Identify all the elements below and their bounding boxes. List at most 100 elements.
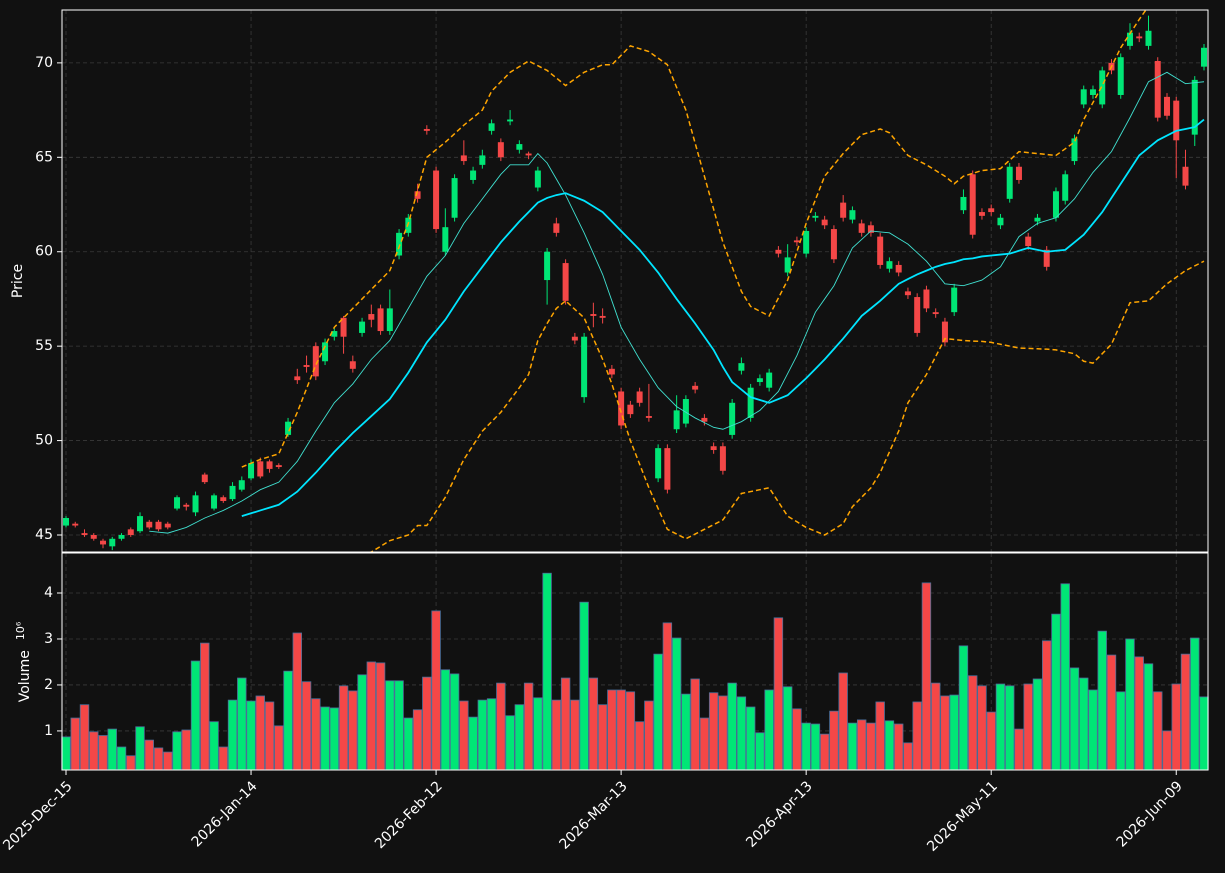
candle-body: [951, 287, 958, 313]
volume-bar: [209, 721, 219, 771]
candle-body: [423, 128, 430, 131]
candle-body: [257, 461, 264, 477]
candle-body: [340, 317, 347, 337]
volume-bar: [385, 680, 395, 771]
volume-bar: [403, 717, 414, 771]
candle-body: [562, 263, 569, 301]
candle-body: [1071, 138, 1078, 162]
candle-body: [534, 170, 541, 188]
candle-body: [63, 518, 69, 526]
volume-bar: [930, 682, 941, 771]
volume-bar: [218, 746, 228, 771]
volume-bar: [190, 660, 201, 771]
candle-body: [1117, 57, 1124, 95]
candle-body: [1099, 70, 1106, 105]
volume-bar: [144, 739, 154, 771]
volume-bar: [1069, 667, 1080, 771]
candle-body: [655, 448, 662, 479]
volume-bar: [200, 642, 210, 771]
volume-bar: [98, 735, 108, 771]
volume-bar: [311, 698, 321, 771]
candle-body: [507, 119, 514, 122]
candle-body: [941, 321, 948, 343]
volume-bar: [792, 708, 802, 771]
volume-bar: [1134, 656, 1144, 771]
volume-bar: [496, 682, 506, 771]
candle-body: [682, 399, 689, 424]
candle-body: [1173, 100, 1180, 141]
volume-bar: [949, 694, 959, 771]
candle-body: [137, 516, 144, 532]
candle-body: [1089, 89, 1096, 95]
volume-bar: [1005, 685, 1015, 771]
candle-body: [488, 123, 495, 131]
volume-bar: [755, 732, 765, 771]
candle-body: [238, 480, 245, 490]
candle-body: [442, 227, 449, 252]
volume-bar: [348, 690, 358, 771]
candle-body: [368, 314, 375, 320]
candle-body: [497, 142, 504, 158]
volume-bar: [320, 706, 330, 771]
volume-label: Volume: [17, 650, 33, 702]
candle-body: [275, 465, 282, 468]
candle-body: [294, 376, 301, 381]
volume-bar: [782, 686, 793, 771]
volume-bar: [1106, 654, 1117, 771]
candle-body: [756, 378, 763, 383]
candle-body: [840, 202, 847, 218]
volume-bar: [662, 622, 673, 771]
candle-body: [858, 223, 865, 233]
volume-bar: [838, 672, 848, 771]
volume-bar: [921, 582, 932, 771]
overlay-line: [367, 260, 1205, 552]
candle-body: [775, 249, 782, 254]
candle-body: [821, 219, 828, 226]
volume-bar: [486, 698, 497, 771]
volume-bar: [995, 683, 1006, 771]
candle-body: [1062, 174, 1069, 201]
volume-bar: [449, 673, 460, 771]
volume-bar: [819, 733, 830, 771]
y-tick-label: 4: [44, 585, 53, 601]
volume-bar: [690, 678, 700, 771]
volume-bar: [764, 689, 774, 771]
candle-body: [719, 446, 726, 471]
candle-body: [830, 229, 837, 260]
candle-body: [192, 495, 199, 513]
candle-body: [433, 170, 440, 230]
volume-bar: [172, 731, 182, 771]
volume-bar: [634, 721, 645, 771]
volume-bar: [625, 691, 636, 771]
candle-body: [627, 404, 634, 415]
overlay-line: [241, 10, 1147, 468]
candle-body: [386, 308, 393, 332]
candle-body: [895, 264, 902, 273]
candle-body: [867, 225, 874, 233]
candle-body: [303, 365, 310, 367]
volume-bar: [292, 632, 303, 771]
volume-bar: [116, 746, 127, 771]
volume-bar: [440, 669, 451, 771]
candle-body: [766, 372, 773, 388]
candle-body: [201, 474, 208, 483]
volume-bar: [588, 677, 599, 771]
volume-bar: [394, 680, 404, 771]
candle-body: [248, 463, 255, 479]
volume-bar: [1060, 583, 1070, 771]
y-tick-label: 70: [35, 55, 53, 71]
volume-bar: [1143, 663, 1154, 771]
candle-body: [1080, 89, 1087, 105]
candle-body: [164, 523, 171, 528]
volume-bar: [1180, 653, 1191, 771]
volume-bar: [237, 677, 247, 771]
candle-body: [211, 495, 218, 509]
candle-body: [1006, 166, 1013, 199]
candle-body: [960, 196, 967, 211]
candle-body: [978, 212, 985, 216]
candle-body: [1052, 191, 1059, 218]
volume-bar: [1097, 630, 1107, 771]
axes-frame: [61, 9, 1209, 553]
volume-bar: [375, 662, 386, 771]
